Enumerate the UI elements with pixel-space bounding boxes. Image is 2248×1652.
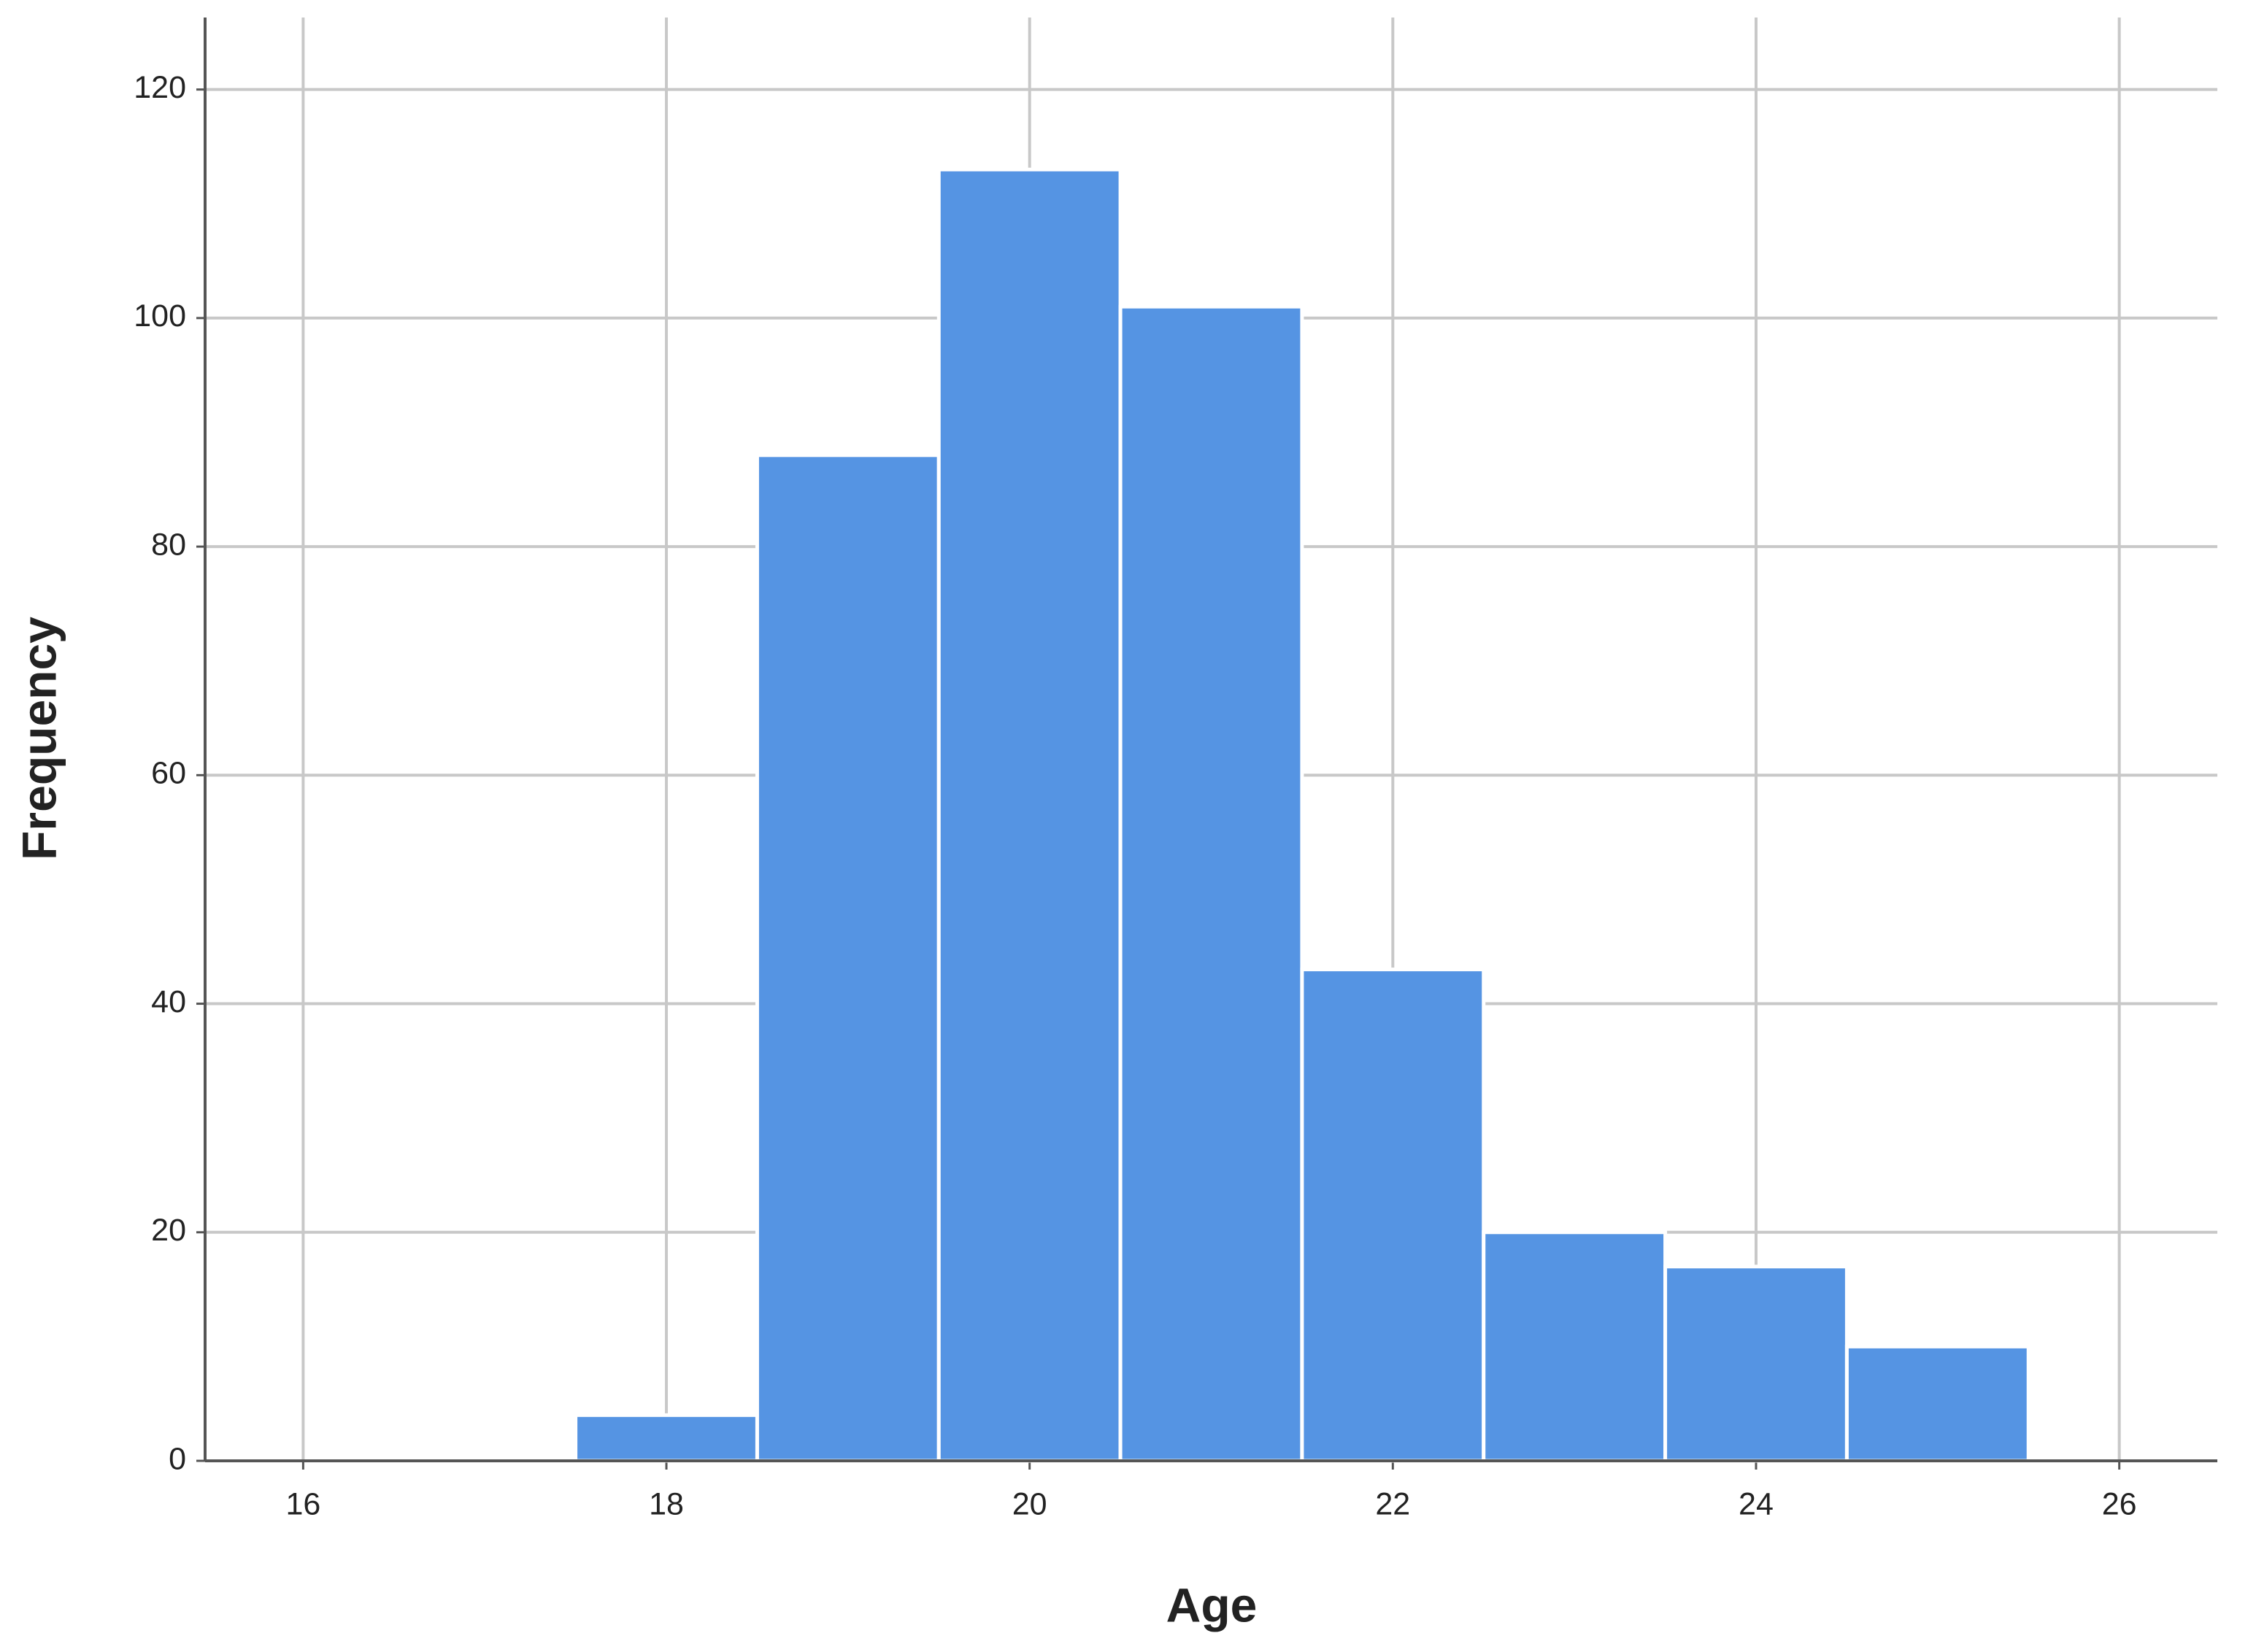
y-tick-label: 120 bbox=[134, 70, 186, 105]
y-axis-title: Frequency bbox=[12, 617, 66, 860]
x-tick-label: 18 bbox=[649, 1486, 684, 1521]
bar bbox=[1300, 968, 1486, 1463]
y-tick-label: 40 bbox=[151, 984, 186, 1019]
bar bbox=[936, 167, 1123, 1463]
y-tick-label: 20 bbox=[151, 1213, 186, 1248]
bar bbox=[755, 453, 941, 1463]
y-tick-label: 80 bbox=[151, 527, 186, 562]
bar bbox=[1118, 304, 1304, 1463]
bar bbox=[1663, 1265, 1849, 1463]
x-axis-title: Age bbox=[1166, 1578, 1258, 1632]
bar bbox=[1844, 1344, 2030, 1463]
y-tick-label: 60 bbox=[151, 756, 186, 791]
bar bbox=[574, 1413, 759, 1463]
x-tick-label: 22 bbox=[1375, 1486, 1410, 1521]
x-tick-label: 26 bbox=[2102, 1486, 2137, 1521]
x-tick-label: 16 bbox=[285, 1486, 320, 1521]
x-tick-label: 24 bbox=[1739, 1486, 1774, 1521]
x-tick-label: 20 bbox=[1012, 1486, 1047, 1521]
y-tick-label: 0 bbox=[169, 1441, 186, 1476]
y-tick-label: 100 bbox=[134, 298, 186, 333]
bar bbox=[1482, 1230, 1668, 1463]
